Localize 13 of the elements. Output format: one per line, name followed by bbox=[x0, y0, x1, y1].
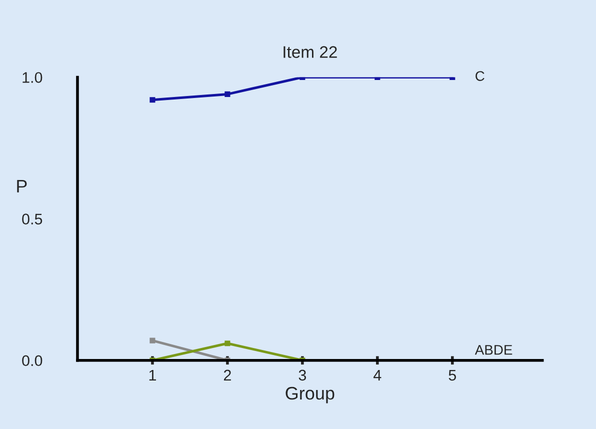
x-tick-label: 4 bbox=[374, 370, 382, 380]
y-axis-title: P bbox=[17, 180, 27, 192]
x-tick-label: 5 bbox=[448, 370, 456, 381]
y-tick-label: 0.0 bbox=[22, 355, 42, 366]
y-tick-label: 1.0 bbox=[22, 72, 42, 83]
x-tick-label: 3 bbox=[298, 370, 306, 381]
x-tick-label: 2 bbox=[224, 370, 231, 380]
x-tick-label: 1 bbox=[149, 370, 156, 380]
chart-title: Item 22 bbox=[284, 46, 337, 58]
annotation: ABDE bbox=[474, 345, 512, 355]
y-tick-label: 0.5 bbox=[22, 214, 42, 224]
series-label: C bbox=[476, 71, 484, 81]
x-axis-title: Group bbox=[286, 386, 334, 404]
